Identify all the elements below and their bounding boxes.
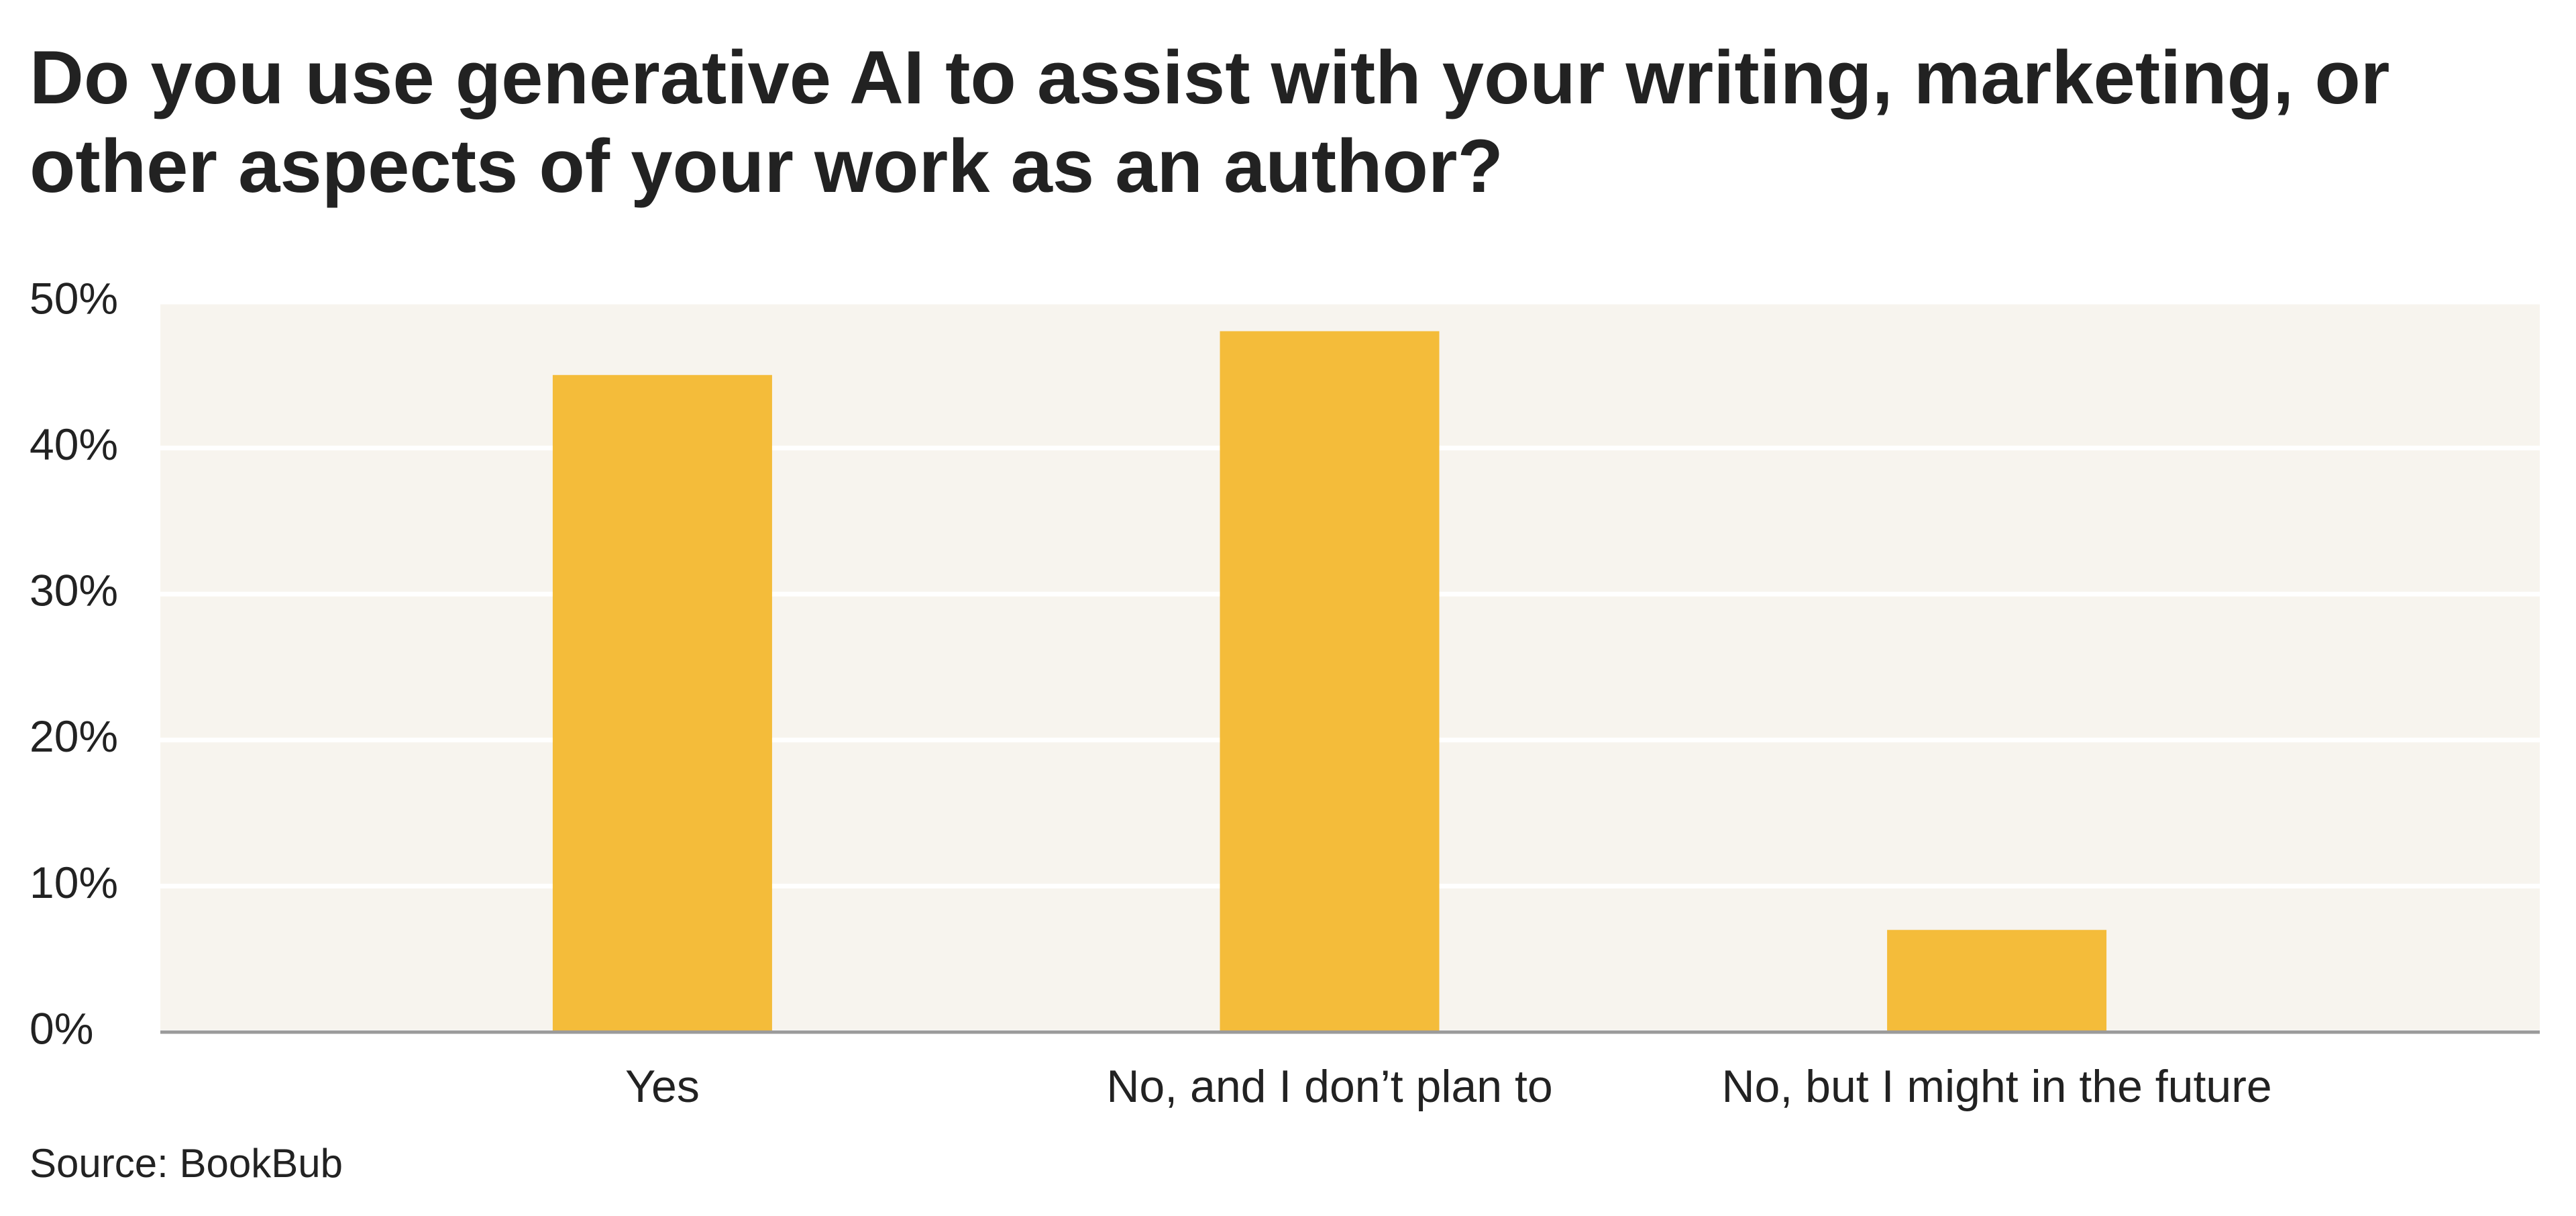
y-tick-label: 0% — [30, 1003, 93, 1053]
x-tick-label: No, but I might in the future — [1721, 1061, 2271, 1112]
x-tick-label: No, and I don’t plan to — [1106, 1061, 1552, 1112]
bar — [552, 374, 772, 1032]
y-tick-label: 50% — [30, 273, 118, 323]
chart-title: Do you use generative AI to assist with … — [30, 36, 2390, 208]
bar — [1220, 331, 1440, 1032]
y-tick-label: 30% — [30, 566, 118, 615]
bar — [1887, 929, 2107, 1032]
y-tick-label: 10% — [30, 858, 118, 907]
y-tick-label: 20% — [30, 711, 118, 761]
source: Source: BookBub — [30, 1141, 343, 1186]
x-tick-label: Yes — [625, 1061, 700, 1112]
y-tick-label: 40% — [30, 419, 118, 469]
